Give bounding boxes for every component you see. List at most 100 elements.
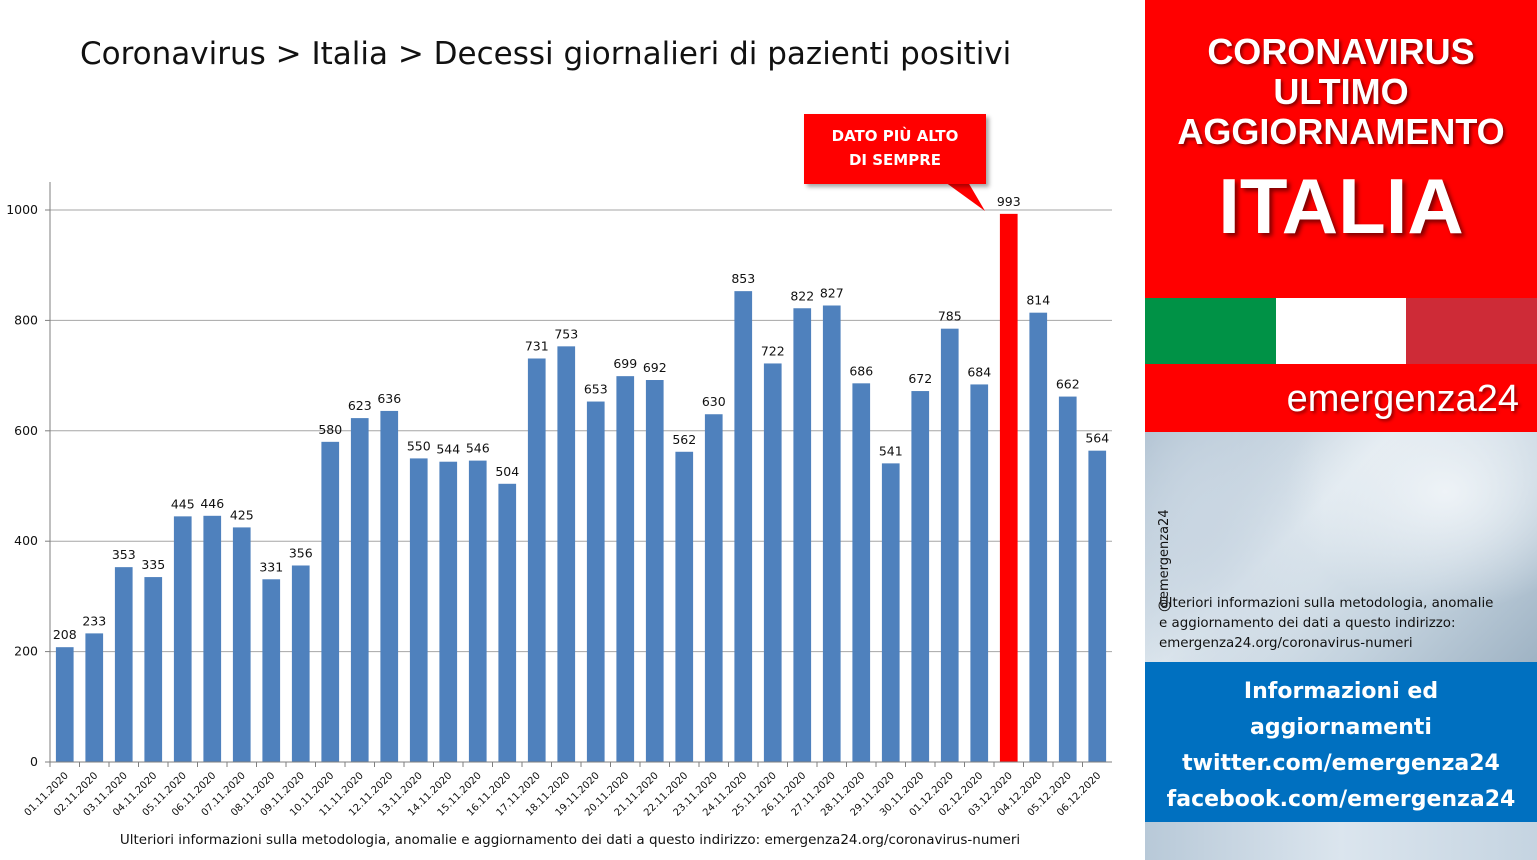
info-line-1: Informazioni ed — [1243, 679, 1439, 704]
data-label: 356 — [289, 545, 313, 560]
data-label: 208 — [53, 627, 77, 642]
social-handle: @emergenza24 — [1157, 509, 1172, 612]
axes — [49, 182, 1112, 763]
bar — [350, 418, 369, 762]
bar — [1029, 312, 1048, 762]
data-label: 827 — [820, 285, 844, 300]
methodology-line-3: emergenza24.org/coronavirus-numeri — [1159, 636, 1413, 651]
grid-lines — [50, 209, 1112, 653]
data-label: 692 — [643, 360, 667, 375]
data-label: 753 — [554, 326, 578, 341]
bottom-photo-strip — [1145, 822, 1537, 860]
bar — [262, 579, 281, 762]
data-label: 564 — [1085, 431, 1109, 446]
right-panel: CORONAVIRUS ULTIMO AGGIORNAMENTO ITALIA … — [1145, 0, 1537, 860]
bar — [55, 647, 74, 762]
bar — [173, 516, 192, 762]
chart-footnote: Ulteriori informazioni sulla metodologia… — [119, 832, 1021, 848]
data-labels: 208 233 353 335 445 446 425 331 356 580 623 636 550 5… — [53, 194, 1109, 642]
background-photo: @emergenza24 Ulteriori informazioni sull… — [1145, 432, 1537, 662]
bar — [822, 305, 841, 762]
data-label: 546 — [466, 441, 490, 456]
methodology-note: Ulteriori informazioni sulla metodologia… — [1159, 594, 1531, 654]
title-banner: CORONAVIRUS ULTIMO AGGIORNAMENTO ITALIA — [1145, 0, 1537, 298]
bar-chart: 0 200 400 600 800 1000 208 233 353 335 445 446 425 3… — [6, 182, 1112, 819]
data-label: 853 — [731, 271, 755, 286]
callout-line2: DI SEMPRE — [848, 151, 942, 169]
data-label: 785 — [938, 309, 962, 324]
flag-white-stripe — [1275, 298, 1407, 364]
info-box: Informazioni ed aggiornamenti twitter.co… — [1145, 662, 1537, 822]
y-axis-ticks: 0 200 400 600 800 1000 — [6, 202, 50, 769]
callout-line1: DATO PIÙ ALTO — [831, 127, 959, 145]
bar — [852, 383, 871, 762]
data-label: 335 — [141, 557, 165, 572]
bar — [675, 451, 694, 762]
callout-pointer — [945, 182, 985, 211]
data-label: 686 — [849, 363, 873, 378]
y-tick-label: 200 — [14, 644, 38, 659]
bar — [586, 401, 605, 762]
bar — [734, 291, 753, 762]
bar — [498, 483, 517, 762]
bar — [911, 391, 930, 762]
data-label: 425 — [230, 507, 254, 522]
banner-line-1: CORONAVIRUS — [1207, 31, 1475, 72]
methodology-line-1: Ulteriori informazioni sulla metodologia… — [1159, 596, 1494, 611]
bar — [527, 358, 546, 762]
data-label: 504 — [495, 464, 519, 479]
bar — [763, 363, 782, 762]
bar — [468, 460, 487, 762]
x-axis-ticks: 01.11.202002.11.202003.11.202004.11.2020… — [23, 762, 1103, 819]
data-label: 684 — [967, 364, 991, 379]
data-label: 541 — [879, 443, 903, 458]
data-label: 653 — [584, 382, 608, 397]
bar — [439, 461, 458, 762]
bar — [114, 567, 133, 762]
data-label: 822 — [790, 288, 814, 303]
data-label: 353 — [112, 547, 136, 562]
bar — [409, 458, 428, 762]
data-label: 993 — [997, 194, 1021, 209]
data-label: 623 — [348, 398, 372, 413]
bar — [380, 410, 399, 762]
italian-flag — [1145, 298, 1537, 364]
twitter-link[interactable]: twitter.com/emergenza24 — [1182, 751, 1500, 776]
banner-country: ITALIA — [1218, 162, 1464, 250]
bar — [940, 328, 959, 762]
bar — [291, 565, 310, 762]
data-label: 722 — [761, 343, 785, 358]
record-callout: DATO PIÙ ALTO DI SEMPRE — [804, 114, 986, 184]
bar — [203, 515, 222, 762]
data-label: 580 — [318, 422, 342, 437]
bars — [55, 213, 1107, 762]
data-label: 731 — [525, 338, 549, 353]
data-label: 699 — [613, 356, 637, 371]
y-tick-label: 400 — [14, 533, 38, 548]
data-label: 446 — [200, 496, 224, 511]
brand-name: emergenza24 — [1145, 364, 1537, 432]
bar — [144, 577, 163, 762]
data-label: 331 — [259, 559, 283, 574]
data-label: 636 — [377, 391, 401, 406]
bar — [232, 527, 251, 762]
data-label: 814 — [1026, 293, 1050, 308]
bar — [704, 414, 723, 762]
bar — [793, 308, 812, 762]
bar — [881, 463, 900, 762]
info-line-2: aggiornamenti — [1250, 715, 1432, 740]
y-tick-label: 600 — [14, 423, 38, 438]
chart-title: Coronavirus > Italia > Decessi giornalie… — [80, 36, 1012, 72]
y-tick-label: 800 — [14, 312, 38, 327]
bar — [970, 384, 989, 762]
y-tick-label: 1000 — [6, 202, 38, 217]
banner-line-3: AGGIORNAMENTO — [1177, 111, 1505, 152]
flag-green-stripe — [1145, 298, 1276, 364]
bar — [616, 376, 635, 762]
data-label: 662 — [1056, 377, 1080, 392]
facebook-link[interactable]: facebook.com/emergenza24 — [1166, 787, 1516, 812]
data-label: 630 — [702, 394, 726, 409]
bar — [645, 380, 664, 762]
bar — [85, 633, 104, 762]
data-label: 445 — [171, 496, 195, 511]
